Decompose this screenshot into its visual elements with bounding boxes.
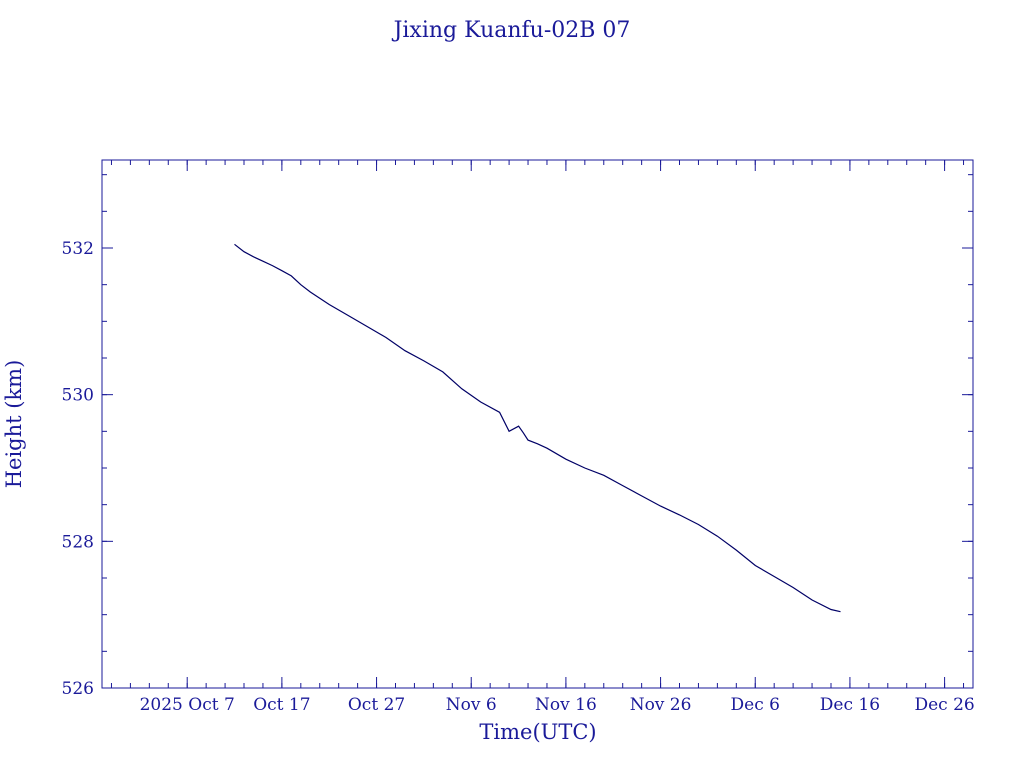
tick-group (102, 160, 973, 689)
chart-title: Jixing Kuanfu-02B 07 (392, 18, 631, 43)
x-tick-label: Oct 27 (348, 695, 405, 715)
y-tick-label: 526 (62, 679, 94, 699)
x-tick-label: Nov 6 (446, 695, 497, 715)
y-tick-label: 532 (62, 239, 94, 259)
x-tick-label: Dec 26 (914, 695, 974, 715)
x-tick-label: Nov 26 (630, 695, 692, 715)
tick-label-group: 2025 Oct 7 Oct 17 Oct 27 Nov 6 Nov 16 Nov 26 D… (62, 239, 975, 715)
x-tick-label: Dec 6 (731, 695, 780, 715)
x-axis-label: Time(UTC) (479, 720, 596, 744)
x-tick-label: Oct 17 (253, 695, 310, 715)
x-tick-label: Dec 16 (820, 695, 880, 715)
y-axis-label: Height (km) (2, 360, 26, 489)
x-tick-label: Nov 16 (535, 695, 597, 715)
plot-frame (101, 159, 974, 689)
y-tick-label: 530 (62, 386, 94, 406)
series-line (234, 243, 841, 613)
y-tick-label: 528 (62, 532, 94, 552)
x-tick-label: 2025 Oct 7 (140, 695, 235, 715)
